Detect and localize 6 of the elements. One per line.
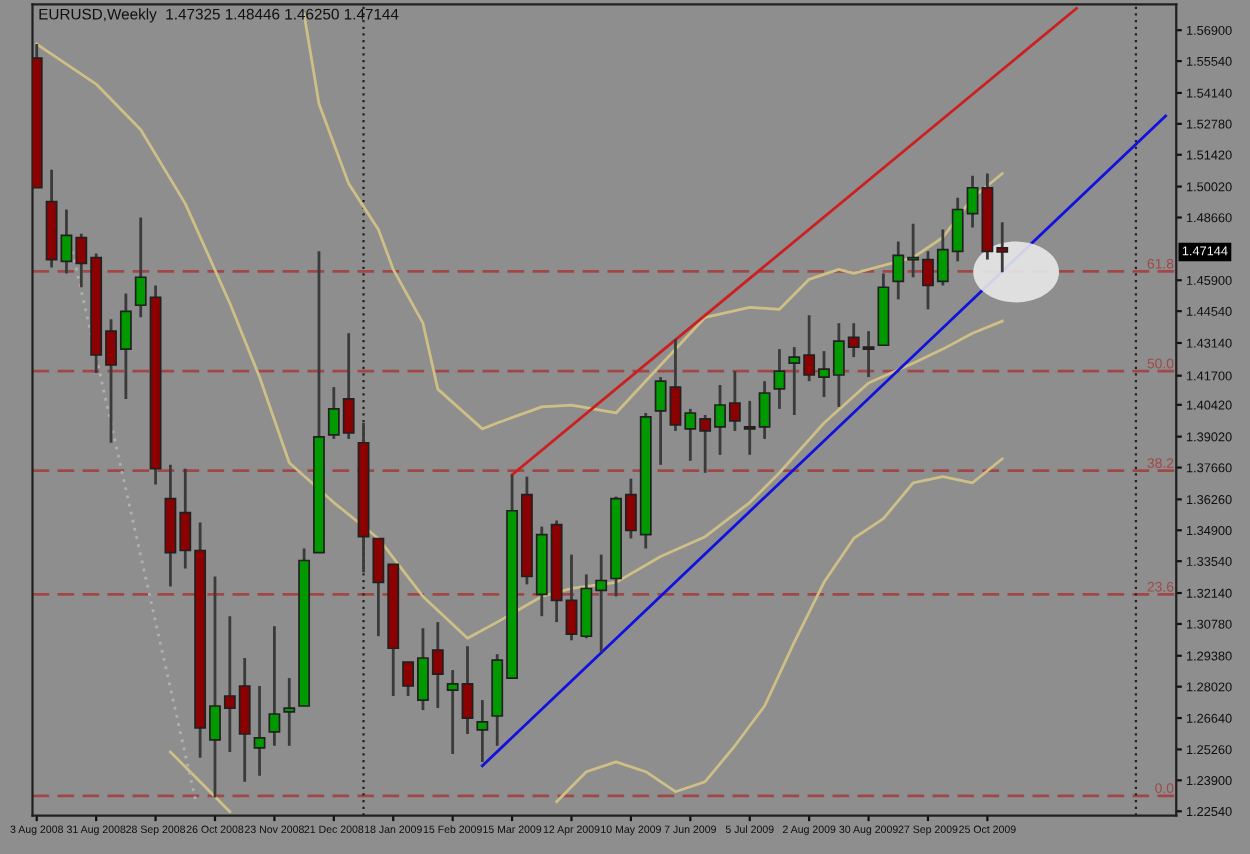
candlestick bbox=[476, 698, 489, 764]
candlestick bbox=[253, 684, 266, 778]
candlestick bbox=[773, 347, 786, 411]
candlestick bbox=[283, 676, 296, 748]
candlestick bbox=[268, 624, 281, 748]
line-series bbox=[35, 42, 1004, 640]
